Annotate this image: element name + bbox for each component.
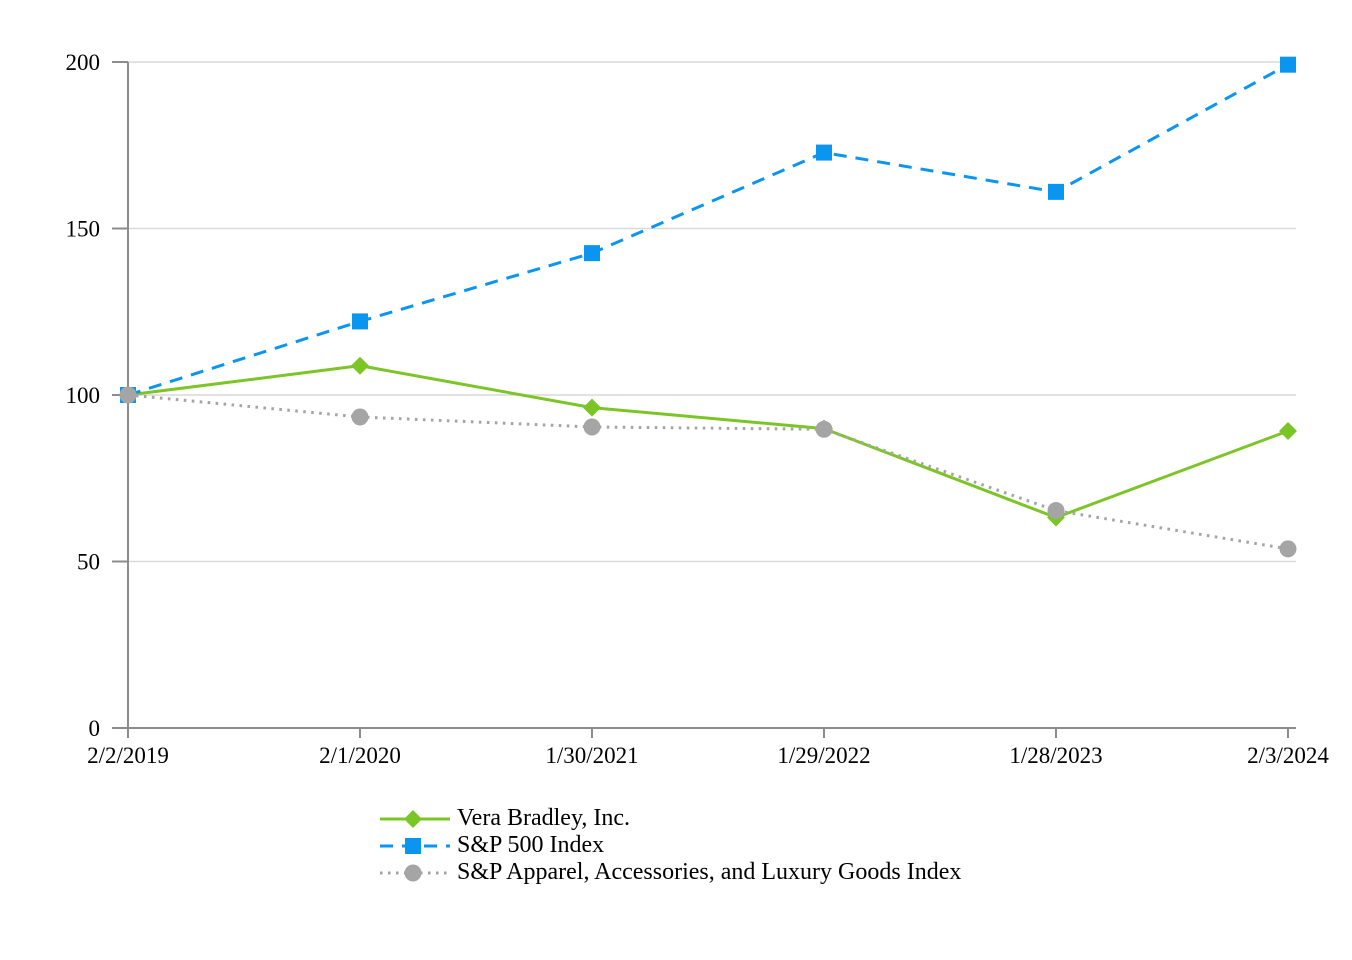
legend-swatch-circle (380, 864, 450, 881)
y-tick-label-200: 200 (66, 50, 101, 75)
diamond-icon (404, 809, 422, 828)
y-tick-label-150: 150 (66, 217, 101, 242)
circle-marker (583, 418, 601, 436)
circle-marker (1279, 540, 1297, 558)
square-marker (1280, 56, 1296, 73)
y-tick-label-100: 100 (66, 383, 101, 408)
legend-item-s-p-apparel-accessories-and-luxury-goods-index: S&P Apparel, Accessories, and Luxury Goo… (380, 859, 961, 886)
x-tick-label-2-2-2019: 2/2/2019 (87, 743, 169, 768)
diamond-marker (583, 398, 601, 417)
x-tick-label-2-3-2024: 2/3/2024 (1247, 743, 1329, 768)
square-marker (584, 245, 600, 262)
legend-item-s-p-500-index: S&P 500 Index (380, 832, 961, 859)
legend-swatch-square (380, 837, 450, 854)
legend-label: S&P Apparel, Accessories, and Luxury Goo… (457, 859, 962, 885)
legend-swatch-diamond (380, 809, 450, 828)
circle-marker (1047, 502, 1065, 520)
square-marker (1048, 183, 1064, 200)
diamond-marker (351, 356, 369, 375)
gridlines (128, 61, 1296, 563)
legend-item-vera-bradley-inc: Vera Bradley, Inc. (380, 805, 961, 832)
circle-marker (815, 420, 833, 438)
circle-marker (351, 408, 369, 426)
y-tick-label-0: 0 (89, 716, 101, 741)
series-line-s-p-500-index (127, 63, 1289, 397)
legend-label: Vera Bradley, Inc. (457, 805, 631, 831)
x-tick-label-1-28-2023: 1/28/2023 (1009, 743, 1102, 768)
circle-marker (119, 386, 137, 404)
diamond-marker (1279, 421, 1297, 440)
series-line-vera-bradley-inc (127, 364, 1289, 520)
square-icon (405, 837, 421, 854)
series-s-p-apparel-accessories-and-luxury-goods-index (119, 386, 1297, 558)
square-marker (816, 144, 832, 161)
series-s-p-500-index (120, 56, 1296, 403)
series-line-s-p-apparel-accessories-and-luxury-goods-index (127, 393, 1289, 551)
legend-label: S&P 500 Index (457, 832, 605, 858)
x-tick-label-1-30-2021: 1/30/2021 (545, 743, 638, 768)
axes: 0 50 100 150 200 2/2/2019 2/1/2020 1/30/2021 1/2… (66, 50, 1330, 768)
square-marker (352, 313, 368, 330)
series-vera-bradley-inc (119, 356, 1297, 527)
y-tick-label-50: 50 (77, 550, 100, 575)
circle-icon (404, 864, 422, 881)
x-tick-label-1-29-2022: 1/29/2022 (777, 743, 870, 768)
chart-legend: Vera Bradley, Inc. S&P 500 Index S&P Appar… (380, 805, 961, 886)
x-tick-label-2-1-2020: 2/1/2020 (319, 743, 401, 768)
